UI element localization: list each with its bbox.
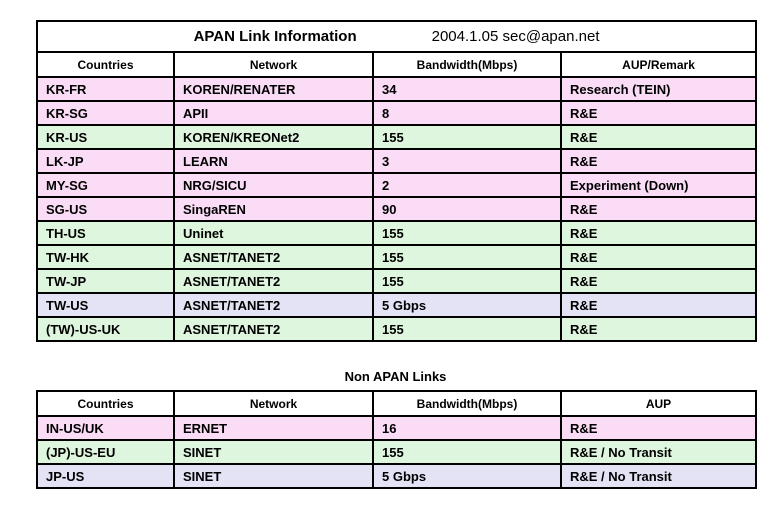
row-countries-cell: KR-US (36, 124, 175, 150)
row-countries-cell: JP-US (36, 463, 175, 489)
table-row: MY-SG NRG/SICU 2 Experiment (Down) (36, 172, 758, 198)
table-row: TH-US Uninet 155 R&E (36, 220, 758, 246)
header-bandwidth: Bandwidth(Mbps) (372, 390, 562, 417)
row-network-cell: ASNET/TANET2 (173, 292, 374, 318)
title-cell: APAN Link Information 2004.1.05 sec@apan… (35, 20, 758, 53)
row-bandwidth-cell: 155 (372, 124, 562, 150)
row-countries-cell: (TW)-US-UK (36, 316, 175, 342)
header-bandwidth: Bandwidth(Mbps) (372, 51, 562, 78)
header-aup: AUP (560, 390, 757, 417)
page-title: APAN Link Information (193, 28, 357, 45)
apan-table-header-row: Countries Network Bandwidth(Mbps) AUP/Re… (36, 51, 758, 78)
row-network-cell: ASNET/TANET2 (173, 244, 374, 270)
row-countries-cell: LK-JP (36, 148, 175, 174)
non-apan-table-header-row: Countries Network Bandwidth(Mbps) AUP (36, 390, 757, 417)
row-countries-cell: IN-US/UK (36, 415, 175, 441)
date-contact-text: 2004.1.05 sec@apan.net (431, 28, 600, 45)
row-network-cell: KOREN/RENATER (173, 76, 374, 102)
row-countries-cell: TW-US (36, 292, 175, 318)
row-aup-cell: R&E / No Transit (560, 439, 757, 465)
row-bandwidth-cell: 2 (372, 172, 562, 198)
table-row: IN-US/UK ERNET 16 R&E (36, 415, 757, 441)
row-network-cell: ASNET/TANET2 (173, 316, 374, 342)
row-bandwidth-cell: 155 (372, 439, 562, 465)
row-network-cell: NRG/SICU (173, 172, 374, 198)
row-aup-cell: R&E (559, 244, 758, 270)
row-network-cell: ERNET (173, 415, 374, 441)
row-aup-cell: R&E (559, 268, 758, 294)
row-network-cell: LEARN (173, 148, 374, 174)
table-row: (JP)-US-EU SINET 155 R&E / No Transit (36, 439, 757, 465)
row-countries-cell: MY-SG (36, 172, 175, 198)
row-countries-cell: TH-US (36, 220, 175, 246)
row-bandwidth-cell: 5 Gbps (372, 463, 562, 489)
row-bandwidth-cell: 5 Gbps (372, 292, 562, 318)
apan-table-title-row: APAN Link Information 2004.1.05 sec@apan… (35, 20, 758, 53)
header-countries: Countries (36, 51, 175, 78)
row-bandwidth-cell: 90 (372, 196, 562, 222)
row-aup-cell: R&E (559, 100, 758, 126)
row-countries-cell: SG-US (36, 196, 175, 222)
row-network-cell: SINET (173, 463, 374, 489)
non-apan-links-table: Countries Network Bandwidth(Mbps) AUP IN… (36, 390, 757, 489)
table-row: TW-JP ASNET/TANET2 155 R&E (36, 268, 758, 294)
row-bandwidth-cell: 155 (372, 316, 562, 342)
row-countries-cell: KR-FR (36, 76, 175, 102)
row-network-cell: ASNET/TANET2 (173, 268, 374, 294)
table-row: KR-SG APII 8 R&E (36, 100, 758, 126)
table-row: JP-US SINET 5 Gbps R&E / No Transit (36, 463, 757, 489)
row-aup-cell: Research (TEIN) (559, 76, 758, 102)
row-bandwidth-cell: 34 (372, 76, 562, 102)
row-aup-cell: R&E (560, 415, 757, 441)
row-network-cell: Uninet (173, 220, 374, 246)
header-countries: Countries (36, 390, 175, 417)
row-bandwidth-cell: 3 (372, 148, 562, 174)
row-network-cell: SINET (173, 439, 374, 465)
row-aup-cell: R&E (559, 292, 758, 318)
table-row: TW-US ASNET/TANET2 5 Gbps R&E (36, 292, 758, 318)
table-row: LK-JP LEARN 3 R&E (36, 148, 758, 174)
row-countries-cell: (JP)-US-EU (36, 439, 175, 465)
row-aup-cell: Experiment (Down) (559, 172, 758, 198)
table-row: (TW)-US-UK ASNET/TANET2 155 R&E (36, 316, 758, 342)
row-aup-cell: R&E (559, 316, 758, 342)
section-title-non-apan-links: Non APAN Links (36, 363, 755, 390)
header-network: Network (173, 51, 374, 78)
row-bandwidth-cell: 155 (372, 268, 562, 294)
row-countries-cell: TW-HK (36, 244, 175, 270)
header-network: Network (173, 390, 374, 417)
row-countries-cell: KR-SG (36, 100, 175, 126)
row-aup-cell: R&E / No Transit (560, 463, 757, 489)
row-aup-cell: R&E (559, 124, 758, 150)
row-bandwidth-cell: 8 (372, 100, 562, 126)
row-aup-cell: R&E (559, 148, 758, 174)
table-row: SG-US SingaREN 90 R&E (36, 196, 758, 222)
table-row: KR-FR KOREN/RENATER 34 Research (TEIN) (36, 76, 758, 102)
row-network-cell: SingaREN (173, 196, 374, 222)
row-bandwidth-cell: 155 (372, 244, 562, 270)
table-row: KR-US KOREN/KREONet2 155 R&E (36, 124, 758, 150)
table-row: TW-HK ASNET/TANET2 155 R&E (36, 244, 758, 270)
row-aup-cell: R&E (559, 196, 758, 222)
row-bandwidth-cell: 16 (372, 415, 562, 441)
row-countries-cell: TW-JP (36, 268, 175, 294)
row-bandwidth-cell: 155 (372, 220, 562, 246)
header-aup-remark: AUP/Remark (559, 51, 758, 78)
row-network-cell: APII (173, 100, 374, 126)
row-network-cell: KOREN/KREONet2 (173, 124, 374, 150)
row-aup-cell: R&E (559, 220, 758, 246)
apan-links-table: APAN Link Information 2004.1.05 sec@apan… (35, 20, 758, 342)
